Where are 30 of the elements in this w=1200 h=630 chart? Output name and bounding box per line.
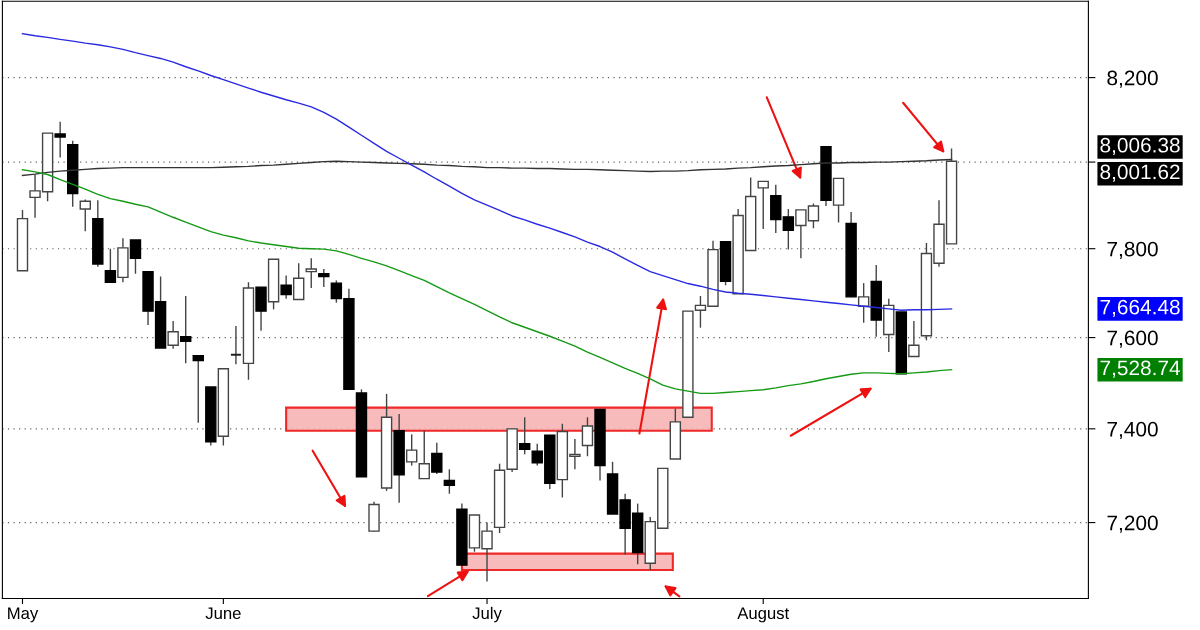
candlestick [908, 320, 920, 358]
text: 7,664.48 [1100, 299, 1180, 317]
text: 8,006.38 [1100, 137, 1180, 156]
y-tick-label: 7,600 [1107, 330, 1158, 348]
candlestick [405, 433, 418, 467]
x-tick-label: May [8, 607, 39, 623]
candlestick [581, 416, 594, 457]
line-series [21, 169, 953, 395]
text: 8,001.62 [1100, 164, 1180, 182]
candlestick [318, 268, 330, 288]
candlestick [418, 429, 430, 480]
y-tick-label: 8,200 [1107, 70, 1158, 88]
x-tick-label: August [737, 607, 790, 623]
candlestick [79, 198, 91, 232]
candlestick [443, 468, 456, 495]
x-tick-label: July [472, 606, 502, 623]
x-tick-label: June [205, 607, 241, 620]
text: 7,528.74 [1100, 360, 1180, 378]
candlestick [192, 354, 204, 424]
y-tick-label: 7,800 [1107, 241, 1158, 259]
candlestick [757, 180, 769, 230]
line-series [21, 32, 953, 311]
candlestick [167, 320, 179, 350]
candlestick [305, 257, 317, 289]
line-series [21, 158, 953, 177]
y-tick-label: 7,200 [1107, 515, 1158, 533]
candlestick [229, 325, 242, 365]
candlestick [292, 262, 305, 301]
candlestick [770, 184, 782, 234]
y-tick-label: 7,400 [1107, 421, 1158, 440]
